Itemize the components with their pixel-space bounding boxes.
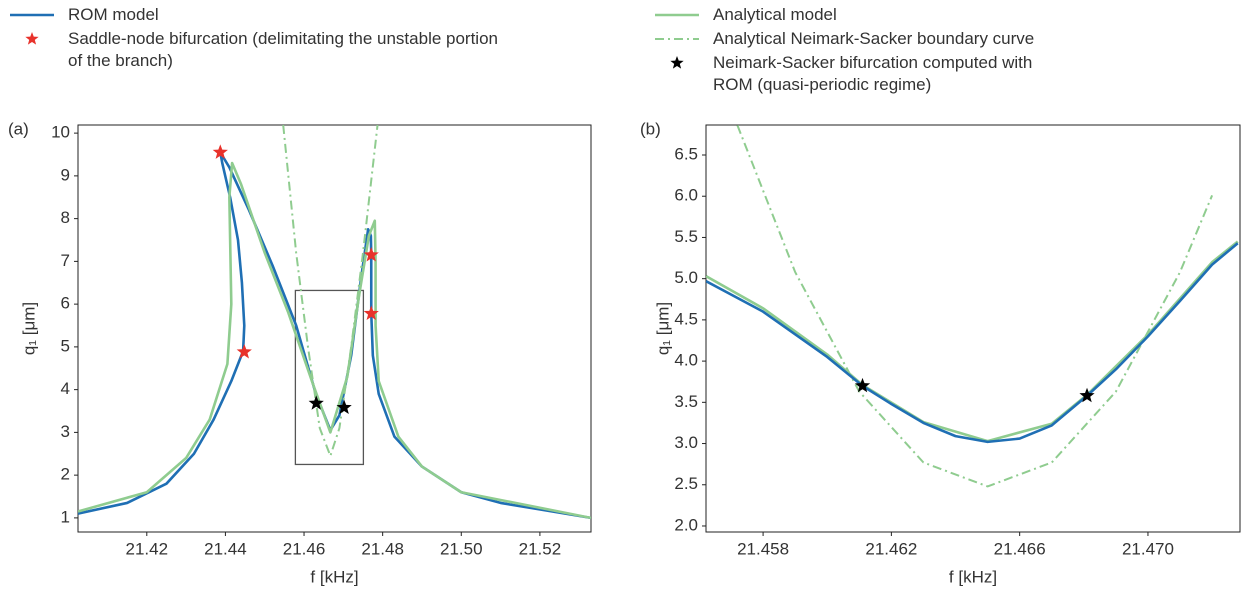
y-axis-label: q₁ [μm] [19, 302, 38, 355]
y-tick-label: 4.0 [674, 351, 698, 370]
legend-label: ROM model [68, 5, 159, 24]
y-tick-label: 10 [51, 123, 70, 142]
y-tick-label: 3.0 [674, 433, 698, 452]
boundary-curve [736, 125, 1214, 488]
legend-entry: Analytical model [655, 4, 1105, 26]
plot-frame [77, 124, 592, 533]
bifurcation-marker [363, 246, 379, 262]
y-tick-label: 6.5 [674, 144, 698, 163]
response-curve [706, 240, 1239, 443]
y-tick-label: 5 [61, 336, 70, 355]
plot-area [78, 125, 591, 520]
y-tick-label: 3.5 [674, 392, 698, 411]
legend-entry: ROM model [10, 4, 500, 26]
y-tick-label: 2.0 [674, 515, 698, 534]
y-tick-label: 4 [61, 379, 70, 398]
legend-marker [25, 32, 39, 45]
y-tick-label: 7 [61, 251, 70, 270]
bifurcation-marker [308, 395, 324, 410]
legend-swatch [670, 56, 684, 69]
x-tick-label: 21.50 [440, 539, 483, 558]
plot-area [706, 125, 1239, 488]
y-tick-label: 5.5 [674, 227, 698, 246]
x-tick-label: 21.466 [994, 539, 1046, 558]
y-axis-label: q₁ [μm] [653, 302, 672, 355]
y-tick-label: 9 [61, 165, 70, 184]
x-tick-label: 21.48 [361, 539, 404, 558]
panel-label: (b) [640, 119, 661, 138]
bifurcation-marker [236, 344, 252, 359]
bifurcation-marker [363, 305, 379, 321]
bifurcation-marker [854, 377, 871, 393]
y-tick-label: 6.0 [674, 186, 698, 205]
legend-swatch [655, 38, 699, 40]
x-tick-label: 21.458 [737, 539, 789, 558]
legend-entry: Saddle-node bifurcation (delimitating th… [10, 28, 500, 72]
bifurcation-marker [212, 144, 228, 159]
bifurcation-marker [336, 399, 352, 415]
y-tick-label: 4.5 [674, 309, 698, 328]
legend-marker [670, 56, 684, 69]
legend-swatch [10, 13, 54, 17]
legend-swatch [25, 32, 39, 45]
legend-entry: Analytical Neimark-Sacker boundary curve [655, 28, 1105, 50]
x-tick-label: 21.44 [204, 539, 247, 558]
legend-label: Saddle-node bifurcation (delimitating th… [68, 29, 498, 70]
x-tick-label: 21.42 [126, 539, 169, 558]
x-axis-label: f [kHz] [949, 567, 997, 586]
bifurcation-marker [1079, 387, 1095, 403]
x-tick-label: 21.52 [519, 539, 562, 558]
response-curve [78, 151, 591, 520]
x-tick-label: 21.462 [865, 539, 917, 558]
response-curve [706, 242, 1239, 444]
legend-swatch [655, 13, 699, 17]
y-tick-label: 5.0 [674, 268, 698, 287]
legend-label: Neimark-Sacker bifurcation computed with… [713, 53, 1033, 94]
x-tick-label: 21.470 [1122, 539, 1174, 558]
y-tick-label: 3 [61, 422, 70, 441]
zoom-box [294, 289, 365, 466]
y-tick-label: 2.5 [674, 474, 698, 493]
plot-frame [705, 124, 1241, 533]
boundary-curve [282, 125, 379, 457]
panel-label: (a) [8, 119, 29, 138]
y-tick-label: 6 [61, 294, 70, 313]
y-tick-label: 1 [61, 507, 70, 526]
legend-label: Analytical model [713, 5, 837, 24]
x-tick-label: 21.46 [283, 539, 326, 558]
y-tick-label: 8 [61, 208, 70, 227]
legend-entry: Neimark-Sacker bifurcation computed with… [655, 52, 1055, 96]
legend-label: Analytical Neimark-Sacker boundary curve [713, 29, 1035, 48]
response-curve [78, 161, 591, 520]
x-axis-label: f [kHz] [310, 567, 358, 586]
y-tick-label: 2 [61, 465, 70, 484]
